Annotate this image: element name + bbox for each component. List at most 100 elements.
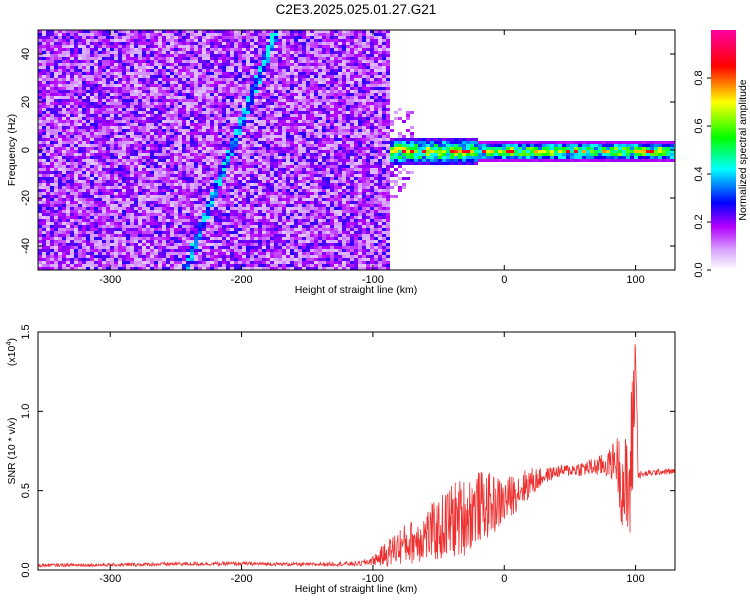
- heatmap-cell: [210, 234, 214, 237]
- heatmap-cell: [114, 144, 118, 147]
- heatmap-cell: [74, 48, 78, 51]
- heatmap-cell: [190, 222, 194, 225]
- heatmap-cell: [90, 171, 94, 174]
- heatmap-cell: [98, 234, 102, 237]
- heatmap-cell: [150, 204, 154, 207]
- heatmap-cell: [258, 33, 262, 36]
- heatmap-cell: [38, 87, 42, 90]
- heatmap-cell: [38, 51, 42, 54]
- heatmap-cell: [170, 72, 174, 75]
- heatmap-cell: [282, 30, 286, 33]
- heatmap-cell: [234, 117, 238, 120]
- heatmap-cell: [162, 210, 166, 213]
- heatmap-cell: [266, 96, 270, 99]
- heatmap-cell: [50, 183, 54, 186]
- heatmap-cell: [102, 213, 106, 216]
- heatmap-cell: [238, 114, 242, 117]
- heatmap-cell: [130, 156, 134, 159]
- heatmap-cell: [210, 267, 214, 270]
- heatmap-cell: [130, 213, 134, 216]
- heatmap-cell: [166, 51, 170, 54]
- heatmap-cell: [74, 228, 78, 231]
- heatmap-cell: [114, 222, 118, 225]
- heatmap-cell: [122, 57, 126, 60]
- heatmap-cell: [230, 174, 234, 177]
- heatmap-cell: [110, 264, 114, 267]
- heatmap-cell: [170, 129, 174, 132]
- heatmap-cell: [182, 60, 186, 63]
- heatmap-cell: [78, 117, 82, 120]
- heatmap-cell: [174, 219, 178, 222]
- heatmap-cell: [270, 216, 274, 219]
- heatmap-cell: [106, 201, 110, 204]
- heatmap-cell: [158, 45, 162, 48]
- heatmap-cell: [190, 78, 194, 81]
- heatmap-cell: [118, 30, 122, 33]
- heatmap-cell: [46, 60, 50, 63]
- heatmap-cell: [138, 30, 142, 33]
- heatmap-cell: [210, 150, 214, 153]
- heatmap-cell: [98, 51, 102, 54]
- heatmap-cell: [106, 204, 110, 207]
- heatmap-cell: [282, 39, 286, 42]
- heatmap-cell: [58, 84, 62, 87]
- heatmap-cell: [38, 45, 42, 48]
- heatmap-cell: [234, 45, 238, 48]
- heatmap-cell: [126, 129, 130, 132]
- heatmap-cell: [74, 249, 78, 252]
- heatmap-cell: [154, 165, 158, 168]
- heatmap-cell: [74, 165, 78, 168]
- heatmap-cell: [254, 144, 258, 147]
- heatmap-cell: [186, 66, 190, 69]
- heatmap-cell: [38, 111, 42, 114]
- heatmap-cell: [122, 201, 126, 204]
- heatmap-cell: [194, 99, 198, 102]
- heatmap-cell: [182, 75, 186, 78]
- heatmap-cell: [174, 267, 178, 270]
- heatmap-cell: [122, 180, 126, 183]
- heatmap-cell: [190, 264, 194, 267]
- heatmap-cell: [178, 111, 182, 114]
- heatmap-cell: [74, 183, 78, 186]
- heatmap-cell: [114, 147, 118, 150]
- heatmap-cell: [38, 267, 42, 270]
- heatmap-cell: [254, 207, 258, 210]
- heatmap-cell: [98, 246, 102, 249]
- heatmap-cell: [118, 117, 122, 120]
- heatmap-cell: [198, 111, 202, 114]
- heatmap-cell: [222, 186, 226, 189]
- heatmap-cell: [266, 57, 270, 60]
- heatmap-cell: [274, 237, 278, 240]
- heatmap-cell: [218, 87, 222, 90]
- heatmap-cell: [98, 162, 102, 165]
- heatmap-cell: [102, 216, 106, 219]
- heatmap-cell: [86, 72, 90, 75]
- heatmap-cell: [250, 57, 254, 60]
- heatmap-cell: [230, 258, 234, 261]
- heatmap-cell: [246, 60, 250, 63]
- heatmap-cell: [166, 45, 170, 48]
- heatmap-cell: [242, 105, 246, 108]
- heatmap-cell: [266, 36, 270, 39]
- heatmap-cell: [242, 114, 246, 117]
- heatmap-cell: [134, 42, 138, 45]
- heatmap-cell: [122, 144, 126, 147]
- heatmap-cell: [174, 240, 178, 243]
- heatmap-cell: [54, 162, 58, 165]
- heatmap-cell: [186, 195, 190, 198]
- heatmap-cell: [270, 123, 274, 126]
- heatmap-cell: [198, 264, 202, 267]
- heatmap-cell: [46, 93, 50, 96]
- heatmap-cell: [98, 135, 102, 138]
- heatmap-cell: [198, 231, 202, 234]
- heatmap-cell: [134, 255, 138, 258]
- heatmap-cell: [210, 219, 214, 222]
- heatmap-cell: [154, 87, 158, 90]
- heatmap-cell: [250, 42, 254, 45]
- heatmap-cell: [246, 42, 250, 45]
- heatmap-cell: [186, 183, 190, 186]
- heatmap-cell: [74, 87, 78, 90]
- heatmap-cell: [38, 228, 42, 231]
- heatmap-cell: [66, 174, 70, 177]
- heatmap-cell: [166, 255, 170, 258]
